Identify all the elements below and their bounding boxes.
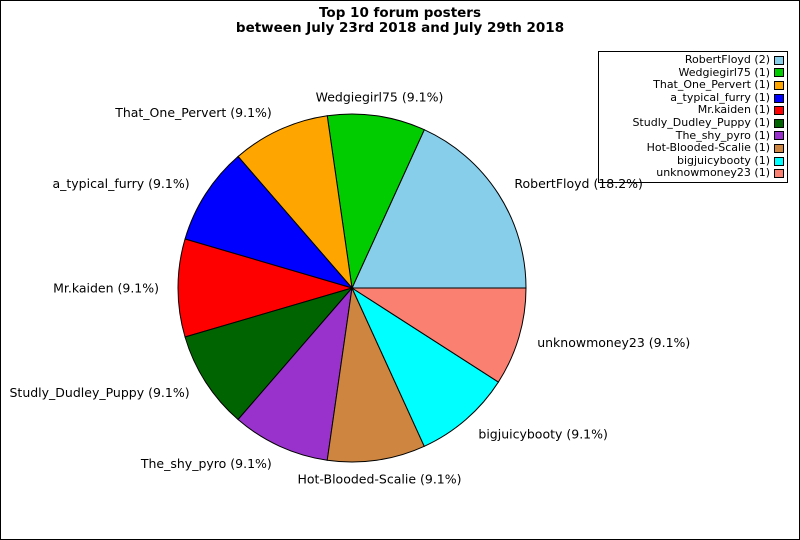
pie-slice-That_One_Pervert (237, 115, 353, 290)
legend-item-The_shy_pyro: The_shy_pyro (1) (602, 128, 784, 143)
legend-swatch (774, 118, 784, 128)
legend-label: That_One_Pervert (1) (653, 78, 770, 92)
pie-slice-RobertFloyd (351, 129, 527, 289)
pie-slice-bigjuicybooty (350, 286, 500, 447)
legend-item-That_One_Pervert: That_One_Pervert (1) (602, 79, 784, 92)
pie-slice-a_typical_furry (184, 155, 354, 289)
slice-label-That_One_Pervert: That_One_Pervert (9.1%) (114, 105, 272, 120)
legend-item-bigjuicybooty: bigjuicybooty (1) (602, 153, 784, 168)
legend-swatch (774, 80, 784, 90)
pie-slice-Wedgiegirl75 (326, 113, 425, 290)
legend-swatch (774, 143, 784, 153)
legend-label: bigjuicybooty (1) (676, 153, 770, 167)
legend-item-unknowmoney23: unknowmoney23 (1) (602, 167, 784, 180)
slice-label-bigjuicybooty: bigjuicybooty (9.1%) (478, 426, 608, 441)
legend-swatch (774, 93, 784, 103)
legend-swatch (774, 68, 784, 78)
legend-item-Wedgiegirl75: Wedgiegirl75 (1) (602, 65, 784, 80)
legend-label: Wedgiegirl75 (1) (678, 65, 770, 79)
chart-title-line2: between July 23rd 2018 and July 29th 201… (235, 20, 565, 36)
legend-swatch (774, 55, 784, 65)
pie-slice-Studly_Dudley_Puppy (184, 287, 354, 421)
legend-item-a_typical_furry: a_typical_furry (1) (602, 90, 784, 105)
slice-label-Hot-Blooded-Scalie: Hot-Blooded-Scalie (9.1%) (297, 472, 461, 487)
legend-label: Mr.kaiden (1) (697, 103, 770, 117)
legend-swatch (774, 169, 784, 179)
legend-item-Studly_Dudley_Puppy: Studly_Dudley_Puppy (1) (602, 115, 784, 130)
slice-label-The_shy_pyro: The_shy_pyro (9.1%) (140, 456, 272, 471)
legend-item-Hot-Blooded-Scalie: Hot-Blooded-Scalie (1) (602, 142, 784, 155)
legend-swatch (774, 156, 784, 166)
legend-label: Studly_Dudley_Puppy (1) (632, 115, 770, 129)
pie-slice-Mr.kaiden (177, 238, 354, 338)
slice-label-a_typical_furry: a_typical_furry (9.1%) (52, 176, 189, 191)
legend: RobertFloyd (2) Wedgiegirl75 (1) That_One_… (598, 51, 788, 183)
slice-label-Wedgiegirl75: Wedgiegirl75 (9.1%) (316, 90, 444, 105)
legend-label: Hot-Blooded-Scalie (1) (646, 141, 770, 155)
pie-slice-The_shy_pyro (237, 286, 353, 461)
legend-label: unknowmoney23 (1) (656, 166, 770, 180)
legend-label: RobertFloyd (2) (684, 53, 770, 66)
legend-swatch (774, 106, 784, 116)
chart-title-line1: Top 10 forum posters (319, 5, 481, 21)
legend-item-Mr.kaiden: Mr.kaiden (1) (602, 104, 784, 117)
slice-label-unknowmoney23: unknowmoney23 (9.1%) (537, 335, 690, 350)
legend-item-RobertFloyd: RobertFloyd (2) (602, 53, 784, 67)
legend-label: a_typical_furry (1) (670, 90, 770, 104)
slice-label-Studly_Dudley_Puppy: Studly_Dudley_Puppy (9.1%) (9, 385, 189, 400)
pie-slice-Hot-Blooded-Scalie (326, 286, 425, 463)
slice-label-Mr.kaiden: Mr.kaiden (9.1%) (53, 281, 159, 296)
legend-swatch (774, 131, 784, 141)
chart-title: Top 10 forum posters between July 23rd 2… (1, 6, 799, 36)
pie-slice-unknowmoney23 (350, 287, 527, 383)
legend-label: The_shy_pyro (1) (675, 128, 770, 142)
